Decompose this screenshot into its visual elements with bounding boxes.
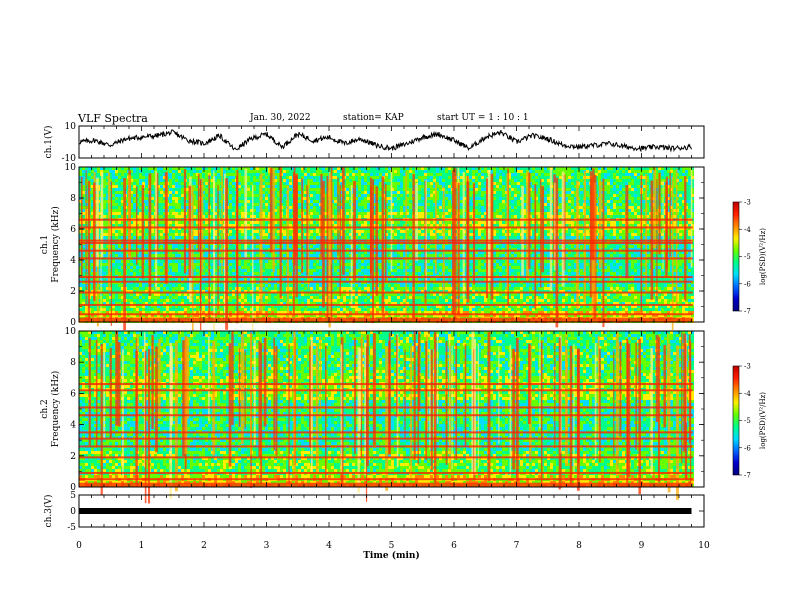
freq-band — [79, 317, 693, 322]
y-tick-label: 0 — [70, 507, 76, 517]
freq-band — [79, 471, 693, 474]
y-tick-label: 8 — [70, 358, 76, 368]
date-label: Jan. 30, 2022 — [250, 113, 311, 123]
y-axis-label: ch.1(V) — [43, 126, 54, 159]
x-tick-label: 5 — [389, 541, 395, 551]
y-tick-label: -5 — [67, 523, 76, 533]
y-tick-label: 10 — [65, 122, 77, 132]
chart-title: VLF Spectra — [78, 112, 148, 125]
colorbar-tick-label: -7 — [744, 472, 751, 480]
freq-band — [79, 241, 693, 244]
ch3-waveform — [79, 508, 692, 514]
freq-band — [79, 303, 693, 306]
freq-band — [79, 445, 693, 448]
colorbar-tick-label: -4 — [744, 226, 751, 234]
colorbar-label: log(PSD)(V²/Hz) — [759, 392, 767, 449]
y-axis-label-units: Frequency (kHz) — [50, 371, 61, 448]
colorbar-tick-label: -3 — [744, 363, 751, 371]
y-tick-label: 10 — [65, 163, 77, 173]
freq-band — [79, 414, 693, 417]
station-label: station= KAP — [343, 113, 404, 123]
x-tick-label: 8 — [576, 541, 582, 551]
x-tick-label: 2 — [201, 541, 207, 551]
freq-band — [79, 383, 693, 386]
colorbar-2 — [732, 365, 740, 476]
colorbar-tick-label: -6 — [744, 280, 751, 288]
colorbar-tick-label: -3 — [744, 199, 751, 207]
freq-band — [79, 478, 693, 481]
freq-band — [79, 313, 693, 316]
freq-band — [79, 291, 693, 294]
freq-band — [79, 456, 693, 459]
y-tick-label: 5 — [70, 491, 76, 501]
y-tick-label: 2 — [70, 287, 76, 297]
colorbar-label: log(PSD)(V²/Hz) — [759, 228, 767, 285]
start-time-label: start UT = 1 : 10 : 1 — [437, 113, 529, 123]
freq-band — [79, 389, 693, 392]
y-tick-label: 6 — [70, 389, 76, 399]
colorbar-tick-label: -5 — [744, 417, 751, 425]
colorbar-tick-label: -4 — [744, 390, 751, 398]
y-tick-label: 2 — [70, 452, 76, 462]
x-axis-label: Time (min) — [363, 550, 420, 561]
y-axis-label: ch.2 — [40, 399, 50, 418]
freq-band — [79, 249, 693, 252]
x-tick-label: 4 — [326, 541, 332, 551]
y-tick-label: 4 — [70, 256, 76, 266]
y-axis-label: ch.3(V) — [43, 495, 54, 528]
freq-band — [79, 276, 693, 279]
freq-band — [79, 226, 693, 229]
colorbar-tick-label: -7 — [744, 308, 751, 316]
colorbar-tick-label: -6 — [744, 444, 751, 452]
x-tick-label: 10 — [698, 541, 710, 551]
y-tick-label: -10 — [62, 154, 77, 164]
freq-band — [79, 431, 693, 434]
y-tick-label: 0 — [70, 483, 76, 493]
x-tick-label: 1 — [139, 541, 145, 551]
x-tick-label: 9 — [639, 541, 645, 551]
y-tick-label: 8 — [70, 194, 76, 204]
freq-band — [79, 218, 693, 221]
y-axis-label: ch.1 — [40, 235, 50, 254]
x-tick-label: 0 — [76, 541, 82, 551]
freq-band — [79, 406, 693, 409]
freq-band — [79, 239, 693, 242]
y-tick-label: 0 — [70, 318, 76, 328]
y-tick-label: 6 — [70, 225, 76, 235]
freq-band — [79, 257, 693, 260]
sferic-streaks — [88, 331, 692, 504]
y-axis-label-units: Frequency (kHz) — [50, 206, 61, 283]
ch1-waveform — [78, 129, 692, 153]
spectrogram-ch1 — [79, 167, 694, 323]
x-tick-label: 6 — [451, 541, 457, 551]
colorbar-tick-label: -5 — [744, 253, 751, 261]
freq-band — [79, 280, 693, 283]
y-tick-label: 10 — [65, 327, 77, 337]
x-tick-label: 3 — [264, 541, 270, 551]
freq-band — [79, 437, 693, 440]
freq-band — [79, 482, 693, 487]
colorbar-1 — [732, 201, 740, 312]
x-tick-label: 7 — [514, 541, 520, 551]
y-tick-label: 4 — [70, 421, 76, 431]
